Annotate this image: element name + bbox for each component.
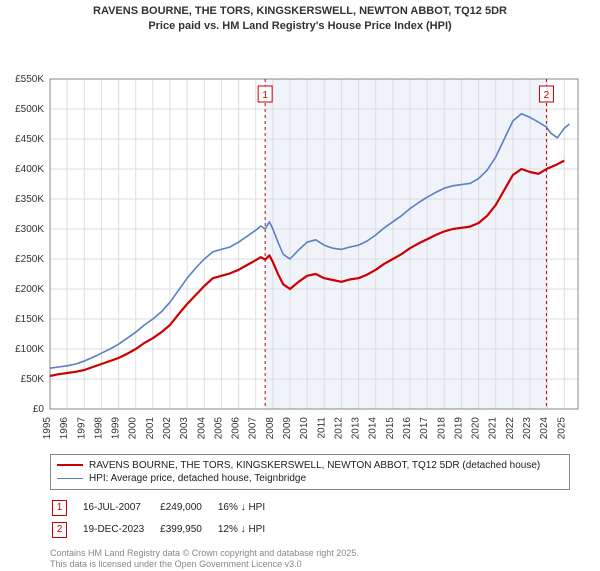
svg-text:2021: 2021 — [488, 416, 499, 439]
svg-text:2001: 2001 — [145, 416, 156, 439]
marker-date: 19-DEC-2023 — [83, 520, 158, 540]
line-chart-svg: £0 £50K £100K £150K £200K £250K £300K £350K £400… — [0, 35, 600, 445]
svg-text:£500K: £500K — [15, 104, 44, 115]
legend-label: RAVENS BOURNE, THE TORS, KINGSKERSWELL, … — [89, 460, 540, 471]
svg-text:1: 1 — [262, 90, 268, 101]
svg-text:£150K: £150K — [15, 314, 44, 325]
footer-line1: Contains HM Land Registry data © Crown c… — [50, 548, 600, 560]
svg-text:2009: 2009 — [282, 416, 293, 439]
svg-text:2012: 2012 — [333, 416, 344, 439]
marker-date: 16-JUL-2007 — [83, 498, 158, 518]
legend-row: HPI: Average price, detached house, Teig… — [57, 472, 563, 485]
svg-text:2013: 2013 — [351, 416, 362, 439]
svg-text:2014: 2014 — [368, 416, 379, 439]
svg-text:£200K: £200K — [15, 284, 44, 295]
svg-text:£0: £0 — [33, 404, 45, 415]
svg-text:2022: 2022 — [505, 416, 516, 439]
svg-text:2008: 2008 — [265, 416, 276, 439]
svg-text:2005: 2005 — [213, 416, 224, 439]
svg-text:£550K: £550K — [15, 74, 44, 85]
svg-text:£50K: £50K — [21, 374, 45, 385]
marker-row: 1 16-JUL-2007£249,00016% ↓ HPI — [52, 498, 279, 518]
svg-text:2015: 2015 — [385, 416, 396, 439]
svg-text:2024: 2024 — [539, 416, 550, 439]
marker-number-box: 1 — [52, 500, 67, 516]
svg-text:2004: 2004 — [196, 416, 207, 439]
chart-area: £0 £50K £100K £150K £200K £250K £300K £350K £400… — [0, 35, 600, 450]
svg-text:£450K: £450K — [15, 134, 44, 145]
svg-text:£350K: £350K — [15, 194, 44, 205]
svg-text:2025: 2025 — [556, 416, 567, 439]
svg-text:1997: 1997 — [76, 416, 87, 439]
marker-delta: 16% ↓ HPI — [218, 498, 279, 518]
svg-text:£300K: £300K — [15, 224, 44, 235]
legend-swatch — [57, 464, 83, 466]
svg-text:2020: 2020 — [471, 416, 482, 439]
svg-text:2003: 2003 — [179, 416, 190, 439]
chart-title: RAVENS BOURNE, THE TORS, KINGSKERSWELL, … — [0, 0, 600, 35]
svg-text:2010: 2010 — [299, 416, 310, 439]
markers-table: 1 16-JUL-2007£249,00016% ↓ HPI 2 19-DEC-202… — [50, 496, 281, 542]
svg-text:2023: 2023 — [522, 416, 533, 439]
svg-text:£250K: £250K — [15, 254, 44, 265]
svg-text:2019: 2019 — [453, 416, 464, 439]
svg-text:2006: 2006 — [231, 416, 242, 439]
marker-price: £399,950 — [160, 520, 216, 540]
legend-swatch — [57, 478, 83, 479]
svg-text:2000: 2000 — [128, 416, 139, 439]
marker-row: 2 19-DEC-2023£399,95012% ↓ HPI — [52, 520, 279, 540]
svg-text:1999: 1999 — [111, 416, 122, 439]
svg-text:2018: 2018 — [436, 416, 447, 439]
svg-text:2007: 2007 — [248, 416, 259, 439]
marker-price: £249,000 — [160, 498, 216, 518]
marker-number-box: 2 — [52, 522, 67, 538]
svg-text:1996: 1996 — [59, 416, 70, 439]
title-line2: Price paid vs. HM Land Registry's House … — [0, 19, 600, 34]
svg-text:1995: 1995 — [42, 416, 53, 439]
svg-text:£400K: £400K — [15, 164, 44, 175]
svg-text:2011: 2011 — [316, 416, 327, 438]
footer-line2: This data is licensed under the Open Gov… — [50, 559, 600, 571]
svg-text:2: 2 — [544, 90, 550, 101]
svg-text:2002: 2002 — [162, 416, 173, 439]
title-line1: RAVENS BOURNE, THE TORS, KINGSKERSWELL, … — [0, 4, 600, 19]
svg-text:£100K: £100K — [15, 344, 44, 355]
legend-label: HPI: Average price, detached house, Teig… — [89, 473, 306, 484]
marker-delta: 12% ↓ HPI — [218, 520, 279, 540]
legend-row: RAVENS BOURNE, THE TORS, KINGSKERSWELL, … — [57, 459, 563, 472]
svg-text:1998: 1998 — [93, 416, 104, 439]
footer: Contains HM Land Registry data © Crown c… — [50, 548, 600, 571]
svg-text:2016: 2016 — [402, 416, 413, 439]
svg-text:2017: 2017 — [419, 416, 430, 439]
legend: RAVENS BOURNE, THE TORS, KINGSKERSWELL, … — [50, 454, 570, 490]
